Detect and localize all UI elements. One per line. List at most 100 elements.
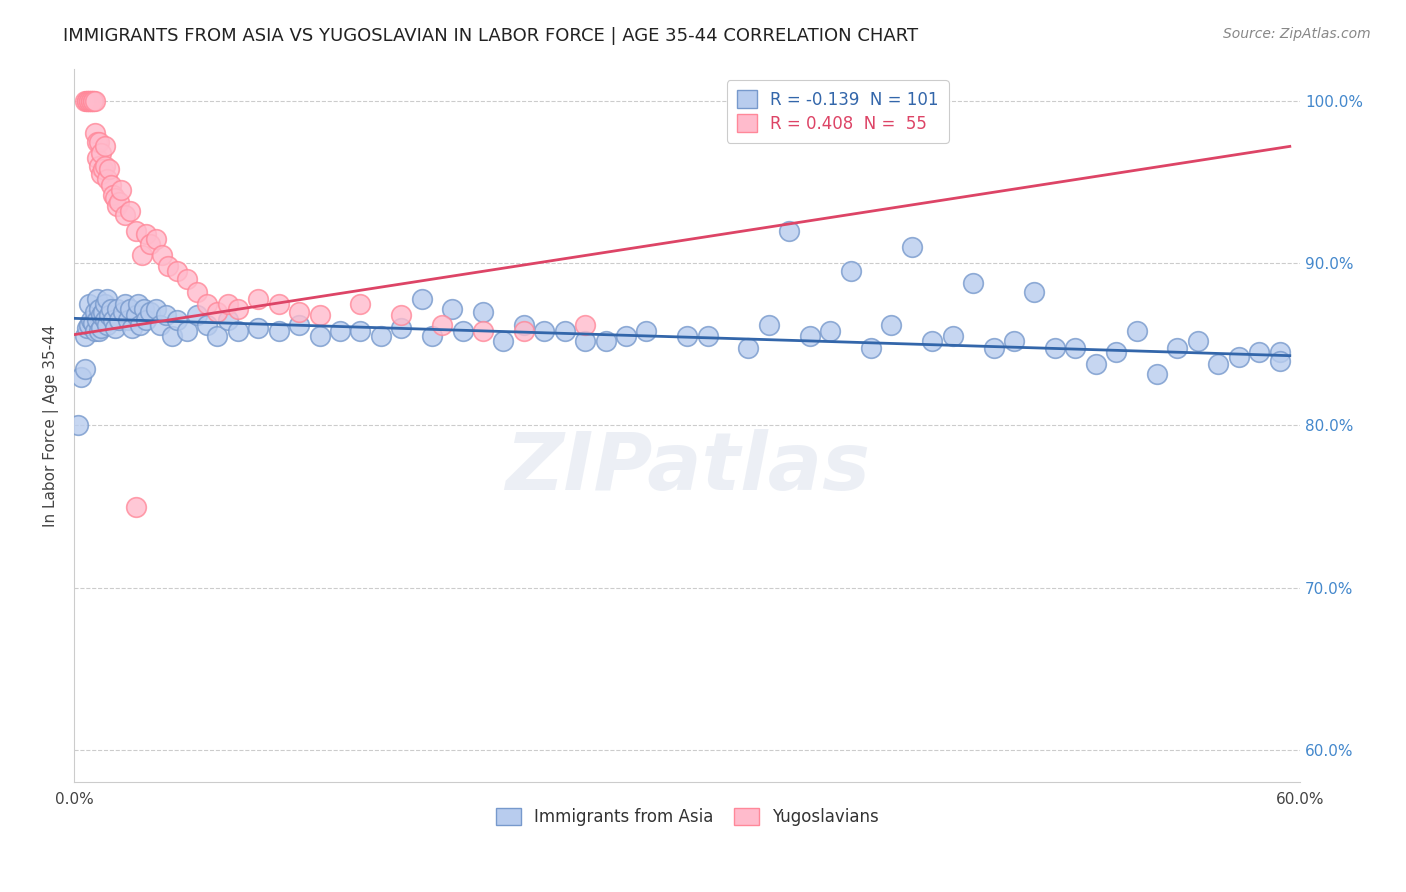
Point bbox=[149, 318, 172, 332]
Point bbox=[1146, 367, 1168, 381]
Point bbox=[636, 324, 658, 338]
Point bbox=[308, 329, 330, 343]
Point bbox=[962, 276, 984, 290]
Point bbox=[124, 500, 146, 514]
Point bbox=[90, 321, 112, 335]
Point bbox=[77, 297, 100, 311]
Point bbox=[349, 297, 371, 311]
Point bbox=[420, 329, 443, 343]
Point bbox=[118, 301, 141, 316]
Point bbox=[121, 321, 143, 335]
Point bbox=[207, 305, 229, 319]
Point bbox=[166, 313, 188, 327]
Point bbox=[94, 313, 117, 327]
Point bbox=[110, 183, 132, 197]
Point bbox=[471, 305, 494, 319]
Point bbox=[135, 313, 157, 327]
Point bbox=[76, 94, 98, 108]
Point bbox=[247, 321, 270, 335]
Point bbox=[1268, 353, 1291, 368]
Point bbox=[1268, 345, 1291, 359]
Point bbox=[127, 297, 149, 311]
Point bbox=[83, 94, 105, 108]
Point bbox=[87, 301, 110, 316]
Point bbox=[100, 178, 122, 193]
Point bbox=[145, 232, 167, 246]
Point bbox=[80, 94, 103, 108]
Point bbox=[87, 324, 110, 338]
Point bbox=[124, 224, 146, 238]
Point bbox=[983, 341, 1005, 355]
Point bbox=[112, 305, 135, 319]
Point bbox=[226, 301, 249, 316]
Point bbox=[90, 308, 112, 322]
Point bbox=[131, 248, 153, 262]
Point bbox=[1043, 341, 1066, 355]
Point bbox=[217, 313, 239, 327]
Point bbox=[124, 308, 146, 322]
Point bbox=[818, 324, 841, 338]
Text: IMMIGRANTS FROM ASIA VS YUGOSLAVIAN IN LABOR FORCE | AGE 35-44 CORRELATION CHART: IMMIGRANTS FROM ASIA VS YUGOSLAVIAN IN L… bbox=[63, 27, 918, 45]
Point bbox=[614, 329, 637, 343]
Point bbox=[492, 334, 515, 348]
Point bbox=[83, 324, 105, 338]
Point bbox=[76, 94, 98, 108]
Point bbox=[73, 329, 96, 343]
Point bbox=[139, 236, 162, 251]
Point bbox=[1249, 345, 1271, 359]
Point bbox=[737, 341, 759, 355]
Legend: Immigrants from Asia, Yugoslavians: Immigrants from Asia, Yugoslavians bbox=[488, 800, 887, 835]
Point bbox=[86, 313, 108, 327]
Point bbox=[87, 135, 110, 149]
Point bbox=[921, 334, 943, 348]
Point bbox=[513, 318, 536, 332]
Point bbox=[451, 324, 474, 338]
Point bbox=[1084, 357, 1107, 371]
Point bbox=[82, 94, 104, 108]
Point bbox=[1024, 285, 1046, 300]
Point bbox=[96, 171, 118, 186]
Point bbox=[114, 208, 136, 222]
Point bbox=[94, 297, 117, 311]
Point bbox=[100, 301, 122, 316]
Point bbox=[389, 321, 412, 335]
Point bbox=[166, 264, 188, 278]
Point bbox=[104, 321, 127, 335]
Point bbox=[308, 308, 330, 322]
Point bbox=[139, 305, 162, 319]
Point bbox=[90, 167, 112, 181]
Point bbox=[696, 329, 718, 343]
Point bbox=[901, 240, 924, 254]
Point bbox=[98, 162, 121, 177]
Point bbox=[595, 334, 617, 348]
Point bbox=[117, 313, 139, 327]
Point bbox=[96, 318, 118, 332]
Point bbox=[288, 318, 311, 332]
Point bbox=[186, 308, 208, 322]
Point bbox=[76, 321, 98, 335]
Point bbox=[103, 313, 125, 327]
Point bbox=[128, 318, 150, 332]
Point bbox=[195, 318, 218, 332]
Point bbox=[411, 292, 433, 306]
Point bbox=[82, 94, 104, 108]
Point bbox=[1227, 351, 1250, 365]
Point bbox=[860, 341, 883, 355]
Point bbox=[108, 313, 131, 327]
Y-axis label: In Labor Force | Age 35-44: In Labor Force | Age 35-44 bbox=[44, 325, 59, 526]
Point bbox=[1002, 334, 1025, 348]
Point bbox=[73, 361, 96, 376]
Point bbox=[574, 334, 596, 348]
Point bbox=[86, 135, 108, 149]
Point bbox=[91, 305, 114, 319]
Point bbox=[430, 318, 453, 332]
Point bbox=[799, 329, 821, 343]
Point bbox=[574, 318, 596, 332]
Point bbox=[880, 318, 903, 332]
Point bbox=[389, 308, 412, 322]
Point bbox=[90, 145, 112, 160]
Point bbox=[73, 94, 96, 108]
Point bbox=[1064, 341, 1087, 355]
Point bbox=[96, 292, 118, 306]
Point bbox=[83, 127, 105, 141]
